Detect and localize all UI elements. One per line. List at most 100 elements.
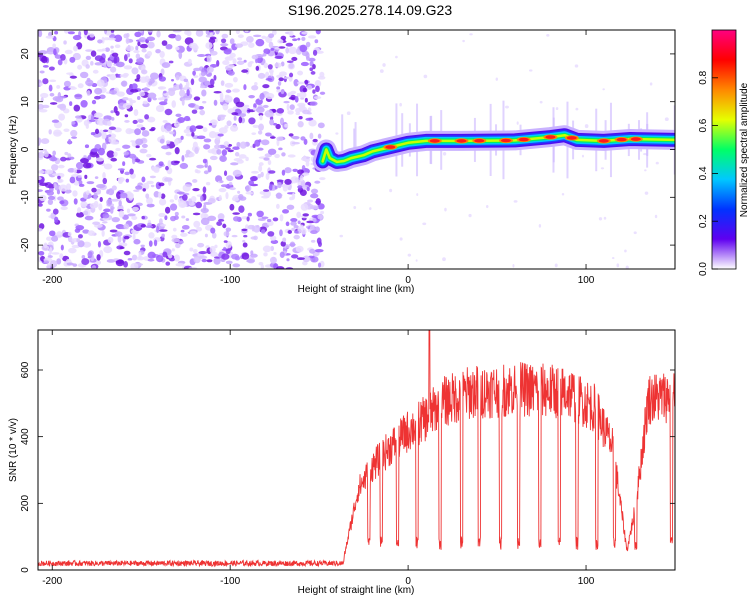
noise-speckle: [462, 39, 465, 43]
noise-speckle: [211, 232, 217, 239]
noise-speckle: [161, 62, 171, 69]
noise-speckle: [219, 180, 224, 183]
noise-speckle: [232, 58, 237, 65]
noise-speckle: [442, 257, 446, 262]
signal-track-layer: [312, 100, 675, 180]
noise-speckle: [238, 154, 247, 159]
noise-speckle: [276, 89, 282, 93]
noise-speckle: [94, 62, 103, 66]
noise-speckle: [168, 60, 174, 64]
noise-speckle: [181, 224, 190, 230]
noise-speckle: [85, 49, 93, 52]
snr-y-label: SNR (10 * v/v): [8, 418, 19, 482]
noise-speckle: [126, 208, 131, 214]
noise-speckle: [315, 85, 320, 93]
noise-speckle: [299, 174, 304, 182]
noise-speckle: [288, 46, 298, 55]
noise-speckle: [109, 73, 117, 81]
noise-speckle: [277, 181, 282, 189]
noise-speckle: [293, 225, 299, 229]
noise-speckle: [147, 92, 157, 99]
noise-speckle: [171, 79, 175, 82]
noise-speckle: [67, 168, 76, 173]
noise-speckle: [91, 99, 97, 105]
noise-speckle: [86, 90, 91, 96]
noise-speckle: [233, 115, 237, 121]
noise-speckle: [207, 215, 217, 221]
noise-speckle: [143, 87, 149, 93]
noise-speckle: [123, 151, 130, 156]
noise-speckle: [189, 230, 197, 235]
track-peak: [566, 136, 577, 140]
noise-speckle: [262, 53, 267, 57]
noise-speckle: [288, 30, 294, 37]
noise-speckle: [229, 187, 236, 191]
noise-speckle: [122, 144, 131, 149]
noise-speckle: [79, 71, 89, 79]
noise-speckle: [123, 261, 128, 268]
noise-speckle: [250, 170, 259, 174]
noise-speckle: [196, 169, 201, 174]
noise-speckle: [248, 117, 256, 125]
noise-speckle: [90, 132, 96, 136]
noise-speckle: [161, 233, 165, 238]
spectrogram-x-tick-label: 100: [578, 275, 595, 286]
noise-speckle: [226, 175, 234, 182]
noise-speckle: [117, 168, 125, 171]
noise-speckle: [85, 55, 92, 60]
noise-speckle: [297, 185, 303, 189]
noise-speckle: [195, 201, 202, 209]
noise-speckle: [248, 42, 255, 48]
noise-speckle: [185, 218, 190, 221]
noise-speckle: [289, 104, 295, 110]
noise-speckle: [301, 36, 306, 41]
noise-speckle: [96, 188, 102, 195]
noise-speckle: [165, 165, 169, 171]
noise-speckle: [146, 36, 156, 42]
noise-speckle: [598, 217, 603, 221]
snr-y-tick-label: 0: [20, 567, 31, 573]
noise-speckle: [319, 177, 326, 181]
noise-speckle: [312, 49, 318, 56]
noise-speckle: [314, 39, 319, 44]
noise-speckle: [174, 146, 180, 155]
noise-speckle: [54, 216, 59, 223]
noise-speckle: [115, 110, 120, 116]
noise-speckle: [148, 240, 153, 247]
spectrogram-y-tick-label: 10: [20, 96, 31, 108]
noise-speckle: [298, 115, 303, 120]
noise-speckle: [73, 104, 81, 112]
noise-speckle: [82, 162, 92, 169]
noise-speckle: [38, 250, 45, 256]
noise-speckle: [300, 228, 307, 235]
noise-speckle: [109, 229, 118, 233]
noise-speckle: [171, 234, 178, 240]
noise-speckle: [107, 134, 112, 138]
noise-speckle: [63, 30, 70, 34]
noise-speckle: [221, 149, 228, 156]
noise-speckle: [189, 128, 194, 133]
noise-speckle: [76, 238, 80, 243]
noise-speckle: [108, 130, 112, 134]
noise-speckle: [48, 129, 52, 135]
noise-speckle: [306, 84, 313, 90]
noise-speckle: [41, 55, 48, 64]
noise-speckle: [302, 109, 310, 115]
noise-speckle: [146, 50, 153, 57]
noise-speckle: [78, 180, 83, 185]
noise-speckle: [633, 231, 637, 235]
noise-speckle: [203, 203, 207, 211]
noise-speckle: [192, 70, 196, 76]
noise-speckle: [317, 203, 325, 210]
noise-speckle: [243, 59, 247, 63]
noise-speckle: [202, 127, 208, 133]
chart-title: S196.2025.278.14.09.G23: [288, 2, 452, 18]
noise-speckle: [68, 247, 77, 254]
noise-speckle: [128, 194, 134, 201]
noise-speckle: [225, 147, 231, 150]
noise-speckle: [128, 98, 133, 102]
noise-speckle: [184, 84, 188, 91]
noise-speckle: [223, 240, 228, 243]
noise-speckle: [268, 170, 276, 174]
noise-speckle: [173, 215, 179, 220]
